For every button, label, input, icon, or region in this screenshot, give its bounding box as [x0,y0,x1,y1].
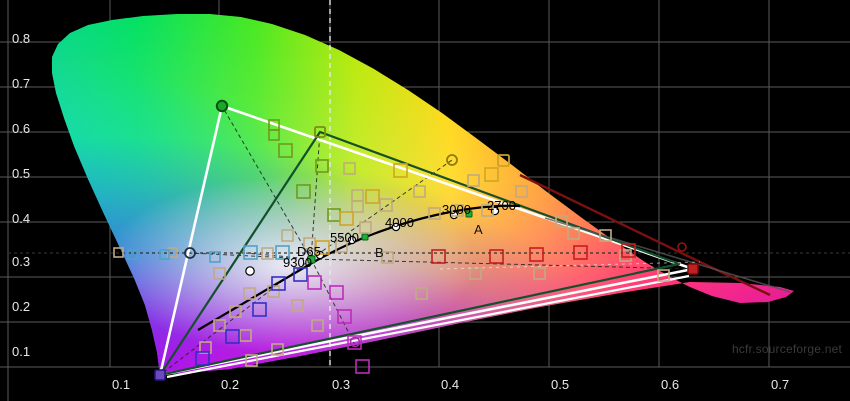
reference-gamut-inner-edge [166,274,690,379]
x-tick-0.1: 0.1 [112,377,131,392]
cct-label-d65: D65 [297,244,321,259]
x-tick-0.6: 0.6 [661,377,680,392]
x-tick-0.5: 0.5 [551,377,570,392]
y-tick-0.7: 0.7 [12,76,31,91]
cct-label-3000: 3000 [442,202,471,217]
y-tick-0.8: 0.8 [12,31,31,46]
measurement-markers [113,119,670,374]
y-tick-0.4: 0.4 [12,211,31,226]
cct-label-5500: 5500 [330,230,359,245]
y-tick-0.2: 0.2 [12,299,31,314]
cct-label-4000: 4000 [385,215,414,230]
y-tick-0.5: 0.5 [12,166,31,181]
measured-gamut-triangle [158,130,681,377]
x-tick-0.7: 0.7 [771,377,790,392]
white-dotted-overlay [439,261,701,270]
x-tick-0.2: 0.2 [221,377,240,392]
watermark: hcfr.sourceforge.net [731,342,842,356]
x-tick-0.4: 0.4 [441,377,460,392]
gamut-vertex-markers [154,99,699,381]
x-tick-0.3: 0.3 [332,377,351,392]
illuminant-label-b: B [375,245,384,260]
cct-label-2700: 2700 [487,198,516,213]
y-tick-0.3: 0.3 [12,254,31,269]
reference-gamut-triangle [158,104,695,377]
cct-label-9300: 9300 [283,255,312,270]
measured-white-points [307,210,473,264]
illuminant-label-a: A [474,222,483,237]
y-tick-0.6: 0.6 [12,121,31,136]
secondary-gamut-edge-2 [544,217,791,293]
y-tick-0.1: 0.1 [12,344,31,359]
